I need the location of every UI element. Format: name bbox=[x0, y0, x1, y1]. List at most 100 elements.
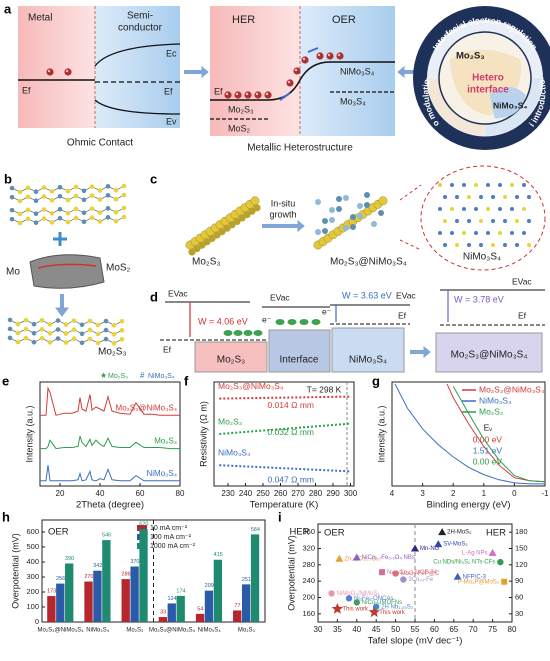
x-axis-label: Temperature (K) bbox=[250, 500, 319, 511]
value-label: 370 bbox=[130, 559, 139, 565]
point bbox=[345, 595, 353, 602]
label: NiMo₃S₄ bbox=[148, 373, 175, 380]
chain-atom bbox=[378, 196, 388, 206]
point-label: MoO₂-FeP@C bbox=[401, 571, 440, 577]
point bbox=[331, 602, 344, 614]
sulfur-atom bbox=[9, 194, 15, 200]
x-tick-label: Mo₂S₃ bbox=[238, 628, 256, 634]
electron-flow bbox=[279, 92, 291, 101]
label: Mo₂S₃ bbox=[98, 347, 127, 358]
lattice-atom bbox=[479, 219, 483, 223]
y-tick-label: 500 bbox=[26, 542, 39, 551]
electron bbox=[254, 91, 262, 99]
label: Ef bbox=[518, 310, 527, 320]
sulfur-atom bbox=[121, 183, 127, 189]
lattice-atom bbox=[522, 231, 526, 235]
lattice-atom bbox=[474, 183, 478, 187]
lattice-atom bbox=[474, 207, 478, 211]
nimo3s4-cluster bbox=[329, 207, 335, 213]
point bbox=[497, 558, 504, 566]
sulfur-atom bbox=[41, 194, 47, 199]
arrow-head bbox=[397, 65, 405, 79]
mo2s3-box bbox=[194, 341, 268, 373]
sulfur-atom bbox=[31, 339, 37, 345]
electron bbox=[253, 330, 263, 336]
sulfur-atom bbox=[79, 340, 85, 346]
label: T= 298 K bbox=[307, 384, 342, 394]
bar bbox=[139, 529, 148, 622]
label: Ec bbox=[166, 48, 177, 58]
point bbox=[368, 606, 380, 618]
value-label: 415 bbox=[214, 552, 223, 558]
bar bbox=[195, 613, 205, 622]
value-label: 33 bbox=[160, 610, 166, 616]
y-axis-label: Overpotential (mV) bbox=[10, 533, 20, 609]
sulfur-atom bbox=[57, 206, 63, 212]
label: Metallic Heterostructure bbox=[247, 143, 353, 154]
arrow-head bbox=[201, 65, 209, 79]
point bbox=[392, 570, 399, 577]
electron bbox=[64, 68, 72, 76]
x-tick-label: 3 bbox=[420, 489, 425, 498]
value-label: 390 bbox=[65, 556, 74, 562]
nimo3s4-cluster bbox=[364, 192, 370, 198]
sulfur-atom bbox=[41, 207, 47, 212]
value-label: 209 bbox=[205, 583, 214, 589]
electron bbox=[243, 330, 253, 336]
x-tick-label: 75 bbox=[488, 625, 497, 634]
label: Mo₂S₃ bbox=[479, 406, 503, 416]
nimo3s4-cluster bbox=[357, 213, 363, 219]
sulfur-atom bbox=[121, 205, 127, 211]
sulfur-atom bbox=[7, 326, 13, 332]
sulfur-atom bbox=[47, 331, 53, 336]
lattice-atom bbox=[491, 195, 495, 199]
label: W = 4.06 eV bbox=[198, 316, 248, 326]
x-tick-label: 60 bbox=[430, 625, 439, 634]
point-label: Ni₂Fe₁-ONCAs bbox=[354, 596, 393, 602]
electron-shine bbox=[65, 69, 69, 73]
electron-shine bbox=[294, 68, 298, 72]
label: Metal bbox=[28, 13, 52, 24]
point-label: NiCo₂.₇Fe₀.₅O₄ NBs bbox=[362, 555, 415, 561]
label: f bbox=[184, 373, 189, 388]
y-tick-label: 600 bbox=[26, 527, 39, 536]
mo-foil bbox=[29, 254, 105, 289]
series-line bbox=[40, 465, 180, 482]
electron bbox=[287, 319, 297, 325]
series-line bbox=[394, 383, 545, 485]
point bbox=[411, 544, 419, 552]
label: EVac bbox=[396, 290, 416, 300]
y2-tick-label: 120 bbox=[515, 560, 528, 569]
bar bbox=[176, 595, 185, 622]
lattice-atom bbox=[503, 219, 507, 223]
sulfur-atom bbox=[57, 193, 63, 199]
sulfur-atom bbox=[39, 336, 45, 341]
label: Mo₂S₃ bbox=[217, 355, 246, 366]
x-tick-label: 1 bbox=[482, 489, 487, 498]
y-axis-label: Intensity (a.u.) bbox=[376, 405, 386, 462]
sulfur-atom bbox=[97, 197, 103, 202]
sulfur-atom bbox=[9, 185, 15, 191]
sulfur-atom bbox=[17, 189, 23, 195]
value-label: 251 bbox=[242, 577, 251, 583]
electron bbox=[301, 56, 309, 64]
sulfur-atom bbox=[73, 215, 79, 221]
series-line bbox=[219, 395, 351, 400]
plot-frame bbox=[391, 381, 546, 487]
point bbox=[501, 578, 508, 585]
label: Ohmic Contact bbox=[67, 138, 133, 149]
nimo3s4-cluster bbox=[336, 206, 342, 212]
sulfur-atom bbox=[49, 189, 55, 194]
sulfur-atom bbox=[9, 216, 15, 222]
sulfur-atom bbox=[23, 326, 29, 332]
electron-shine bbox=[265, 92, 269, 96]
point-label: L-Ag NPs bbox=[462, 550, 488, 556]
lattice-atom bbox=[462, 207, 466, 211]
label: Mo₂S₃@NiMo₃S₄ bbox=[330, 257, 407, 268]
lattice-atom bbox=[498, 183, 502, 187]
bar bbox=[250, 534, 260, 622]
x-tick-label: 240 bbox=[239, 489, 253, 498]
label: d bbox=[150, 289, 158, 304]
oer-region bbox=[300, 6, 395, 136]
label: Mo₂S₃@NiMo₃S₄ bbox=[479, 384, 545, 394]
